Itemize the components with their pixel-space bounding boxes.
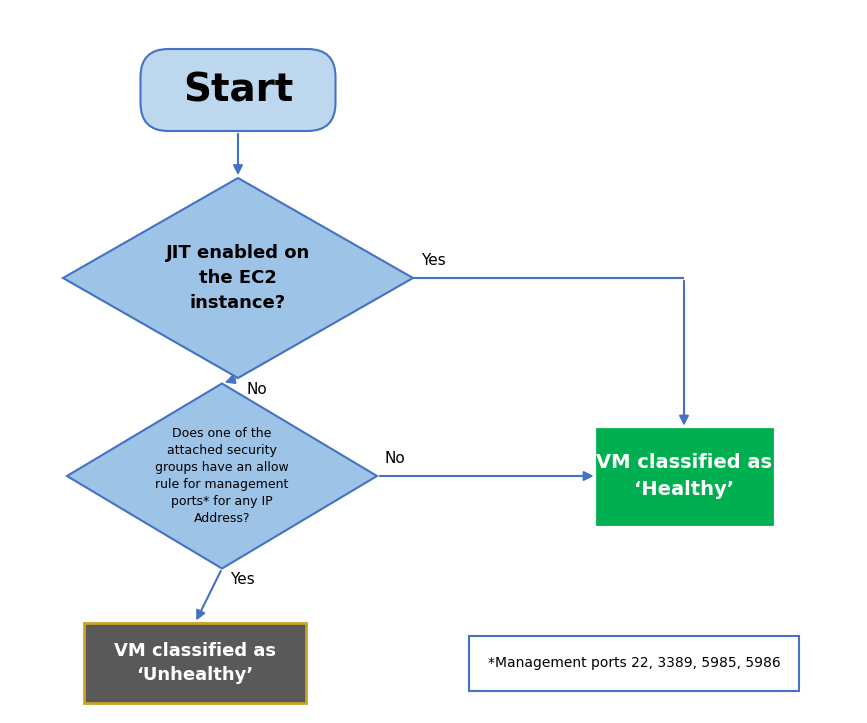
FancyBboxPatch shape [469,636,799,690]
Text: *Management ports 22, 3389, 5985, 5986: *Management ports 22, 3389, 5985, 5986 [487,656,780,670]
Text: Yes: Yes [421,253,446,268]
FancyBboxPatch shape [596,429,772,523]
Text: No: No [385,451,406,466]
Text: Yes: Yes [230,573,255,588]
Polygon shape [63,178,413,378]
Text: Start: Start [183,71,293,109]
FancyBboxPatch shape [84,623,306,703]
FancyBboxPatch shape [140,49,336,131]
Text: No: No [246,382,267,397]
Text: VM classified as
‘Unhealthy’: VM classified as ‘Unhealthy’ [114,641,276,685]
Text: JIT enabled on
the EC2
instance?: JIT enabled on the EC2 instance? [166,244,310,312]
Polygon shape [67,383,377,568]
Text: Does one of the
attached security
groups have an allow
rule for management
ports: Does one of the attached security groups… [155,427,289,525]
Text: VM classified as
‘Healthy’: VM classified as ‘Healthy’ [596,453,772,499]
